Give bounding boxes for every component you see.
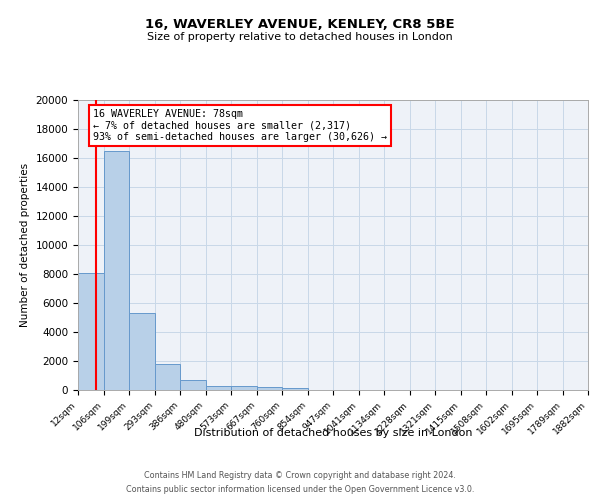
Bar bbox=[206, 386, 231, 390]
Bar bbox=[282, 388, 308, 390]
Bar bbox=[231, 386, 257, 390]
Text: 16, WAVERLEY AVENUE, KENLEY, CR8 5BE: 16, WAVERLEY AVENUE, KENLEY, CR8 5BE bbox=[145, 18, 455, 30]
Bar bbox=[129, 313, 155, 390]
Text: 16 WAVERLEY AVENUE: 78sqm
← 7% of detached houses are smaller (2,317)
93% of sem: 16 WAVERLEY AVENUE: 78sqm ← 7% of detach… bbox=[94, 108, 388, 142]
Bar bbox=[78, 272, 104, 390]
Bar bbox=[104, 151, 129, 390]
Y-axis label: Number of detached properties: Number of detached properties bbox=[20, 163, 30, 327]
Bar bbox=[180, 380, 206, 390]
Bar bbox=[257, 387, 282, 390]
Text: Contains HM Land Registry data © Crown copyright and database right 2024.: Contains HM Land Registry data © Crown c… bbox=[144, 472, 456, 480]
Text: Distribution of detached houses by size in London: Distribution of detached houses by size … bbox=[194, 428, 472, 438]
Text: Contains public sector information licensed under the Open Government Licence v3: Contains public sector information licen… bbox=[126, 484, 474, 494]
Bar bbox=[155, 364, 180, 390]
Text: Size of property relative to detached houses in London: Size of property relative to detached ho… bbox=[147, 32, 453, 42]
